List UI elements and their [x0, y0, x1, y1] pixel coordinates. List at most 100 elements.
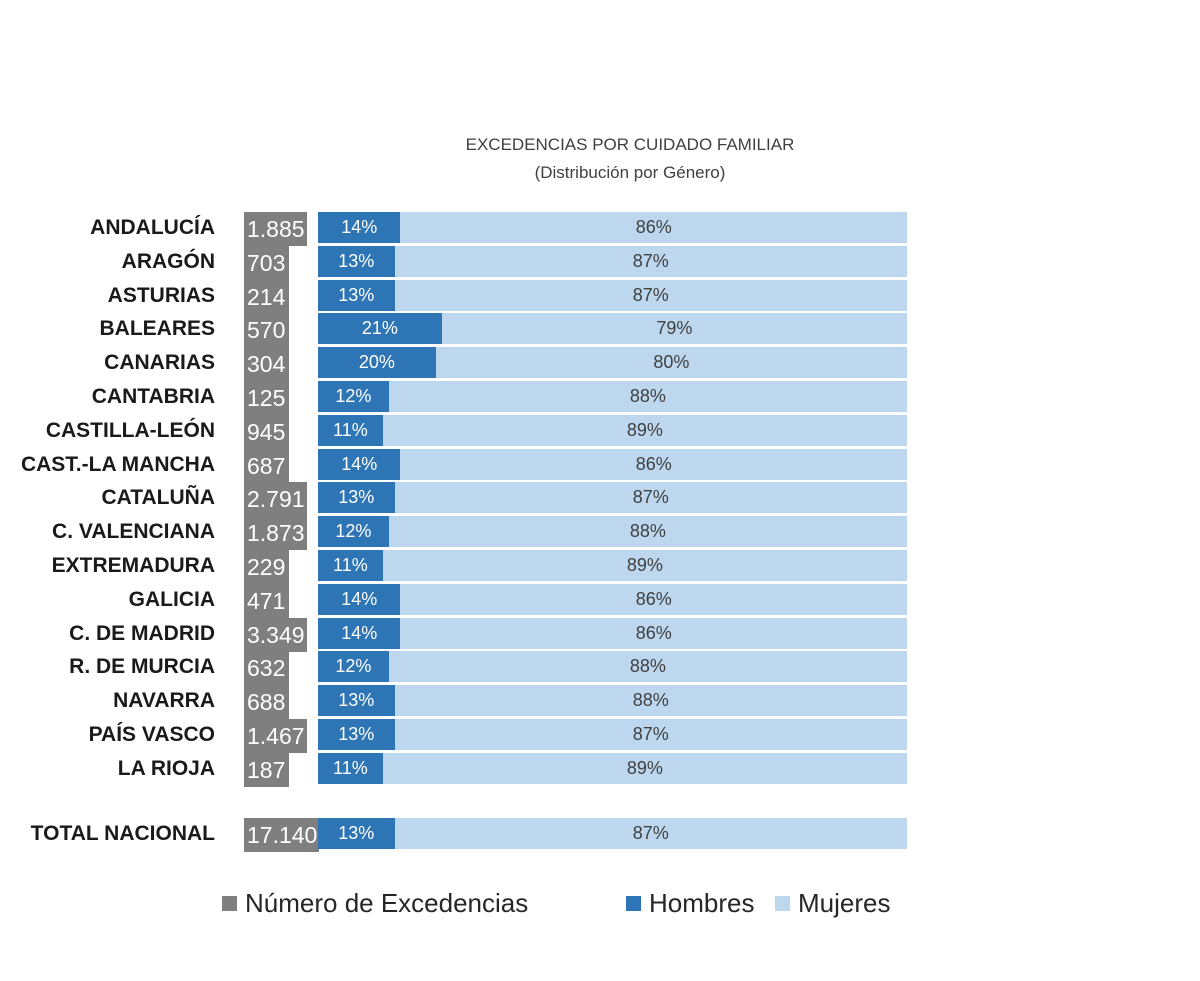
bar-row: CATALUÑA 2.791 13% 87%	[0, 482, 1200, 517]
data-label-mujeres: 87%	[632, 284, 669, 305]
data-label-mujeres: 86%	[635, 453, 672, 474]
data-label-hombres: 11%	[333, 555, 368, 575]
data-label-hombres: 14%	[341, 588, 378, 609]
category-label: GALICIA	[128, 587, 215, 611]
category-label: C. DE MADRID	[69, 621, 215, 645]
bar-hombres: 13%	[318, 482, 395, 514]
bar-mujeres: 86%	[400, 212, 907, 243]
data-label-mujeres: 86%	[635, 588, 672, 609]
count-label: 187	[244, 752, 289, 787]
legend-item-mujeres: Mujeres	[775, 888, 890, 919]
bar-row: ASTURIAS 214 13% 87%	[0, 279, 1200, 314]
bar-hombres: 11%	[318, 752, 383, 784]
data-label-mujeres: 87%	[632, 823, 669, 843]
category-label: NAVARRA	[113, 689, 215, 713]
bar-hombres: 12%	[318, 651, 389, 683]
data-label-hombres: 13%	[338, 823, 375, 843]
data-label-hombres: 11%	[333, 757, 368, 778]
data-label-mujeres: 88%	[629, 386, 666, 406]
chart-subtitle: (Distribución por Género)	[534, 163, 726, 182]
data-label-hombres: 13%	[338, 487, 375, 508]
stacked-bar: 12% 88%	[318, 381, 907, 412]
bar-mujeres: 87%	[394, 279, 907, 311]
category-label: CAST.-LA MANCHA	[20, 452, 215, 476]
bar-row: C. VALENCIANA 1.873 12% 88%	[0, 516, 1200, 551]
data-label-hombres: 11%	[333, 419, 368, 440]
bar-row: TOTAL NACIONAL 17.140 13% 87%	[0, 818, 1200, 852]
bar-row: CASTILLA-LEÓN 945 11% 89%	[0, 414, 1200, 449]
bar-row: EXTREMADURA 229 11% 89%	[0, 550, 1200, 584]
category-label: PAÍS VASCO	[88, 723, 215, 746]
legend-item-count: Número de Excedencias	[222, 888, 528, 919]
data-label-hombres: 13%	[338, 250, 375, 271]
count-label: 304	[244, 347, 289, 382]
data-label-mujeres: 87%	[632, 487, 669, 508]
stacked-bar: 14% 86%	[318, 212, 907, 243]
count-label: 471	[244, 583, 289, 618]
category-label: CANARIAS	[104, 351, 215, 375]
count-label: 125	[244, 381, 289, 415]
bar-row: R. DE MURCIA 632 12% 88%	[0, 651, 1200, 686]
count-label: 687	[244, 448, 289, 483]
bar-hombres: 11%	[318, 550, 383, 581]
count-label: 17.140	[244, 818, 320, 852]
count-label: 688	[244, 685, 289, 720]
stacked-bar: 13% 88%	[318, 685, 907, 717]
data-label-hombres: 14%	[341, 622, 378, 643]
category-label: C. VALENCIANA	[52, 520, 215, 544]
data-label-mujeres: 89%	[626, 555, 663, 575]
category-label: TOTAL NACIONAL	[30, 822, 215, 845]
count-label: 2.791	[244, 482, 307, 517]
bar-mujeres: 88%	[388, 516, 907, 548]
bar-hombres: 14%	[318, 583, 401, 615]
data-label-hombres: 13%	[338, 690, 375, 711]
data-label-hombres: 20%	[358, 352, 395, 373]
count-label: 1.873	[244, 516, 307, 551]
legend-label-count: Número de Excedencias	[245, 888, 529, 918]
bar-row: LA RIOJA 187 11% 89%	[0, 752, 1200, 787]
bar-row: ANDALUCÍA 1.885 14% 86%	[0, 212, 1200, 246]
stacked-bar: 12% 88%	[318, 516, 907, 548]
data-label-mujeres: 87%	[632, 250, 669, 271]
bar-mujeres: 89%	[382, 414, 907, 446]
data-label-mujeres: 86%	[635, 217, 672, 237]
category-label: ARAGÓN	[121, 249, 215, 273]
bar-mujeres: 87%	[394, 818, 907, 849]
bar-mujeres: 80%	[435, 347, 907, 379]
stacked-bar: 11% 89%	[318, 414, 907, 446]
bar-hombres: 21%	[318, 313, 442, 345]
bar-mujeres: 79%	[441, 313, 907, 345]
bar-hombres: 12%	[318, 381, 389, 412]
data-label-hombres: 12%	[335, 656, 372, 677]
stacked-bar: 21% 79%	[318, 313, 907, 345]
data-label-mujeres: 89%	[626, 757, 663, 778]
data-label-hombres: 14%	[341, 453, 378, 474]
bar-row: PAÍS VASCO 1.467 13% 87%	[0, 719, 1200, 753]
bar-hombres: 13%	[318, 719, 395, 750]
category-label: ASTURIAS	[107, 283, 215, 307]
bar-hombres: 20%	[318, 347, 436, 379]
bar-row: BALEARES 570 21% 79%	[0, 313, 1200, 348]
data-label-hombres: 14%	[341, 217, 378, 237]
bar-hombres: 13%	[318, 279, 395, 311]
data-label-hombres: 12%	[335, 386, 372, 406]
legend-item-hombres: Hombres	[626, 888, 754, 919]
legend-swatch-mujeres	[775, 896, 790, 911]
category-label: BALEARES	[99, 317, 215, 341]
bar-row: GALICIA 471 14% 86%	[0, 583, 1200, 618]
count-label: 945	[244, 414, 289, 449]
chart-title: EXCEDENCIAS POR CUIDADO FAMILIAR	[465, 135, 795, 154]
count-label: 3.349	[244, 617, 307, 652]
bar-mujeres: 86%	[400, 617, 907, 649]
bar-mujeres: 87%	[394, 245, 907, 277]
stacked-bar: 13% 87%	[318, 482, 907, 514]
stacked-bar: 13% 87%	[318, 719, 907, 750]
bar-row: CAST.-LA MANCHA 687 14% 86%	[0, 448, 1200, 483]
data-label-mujeres: 87%	[632, 724, 669, 744]
data-label-mujeres: 79%	[656, 318, 693, 339]
data-label-hombres: 21%	[361, 318, 398, 339]
bar-hombres: 13%	[318, 818, 395, 849]
bar-mujeres: 86%	[400, 583, 907, 615]
category-label: R. DE MURCIA	[69, 655, 215, 679]
category-label: EXTREMADURA	[51, 554, 215, 577]
